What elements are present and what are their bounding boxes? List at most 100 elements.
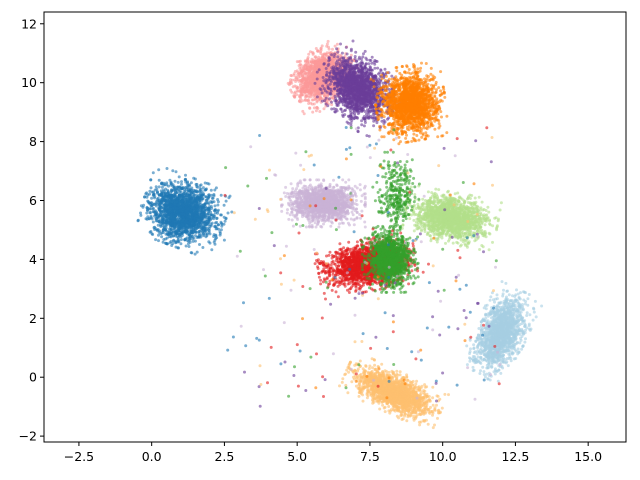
scatter-point xyxy=(345,86,348,89)
scatter-point xyxy=(365,96,368,99)
scatter-point xyxy=(327,59,330,62)
scatter-point xyxy=(377,73,380,76)
scatter-point xyxy=(337,73,340,76)
scatter-point xyxy=(321,100,324,103)
scatter-point xyxy=(412,75,415,78)
scatter-point xyxy=(338,92,341,95)
scatter-point xyxy=(376,80,379,83)
scatter-point xyxy=(382,122,385,125)
scatter-point xyxy=(356,130,359,133)
scatter-point xyxy=(373,63,376,66)
scatter-point xyxy=(422,84,425,87)
scatter-point xyxy=(297,80,300,83)
scatter-point xyxy=(383,115,386,118)
scatter-point xyxy=(406,126,409,129)
scatter-point xyxy=(325,103,328,106)
scatter-point xyxy=(371,56,374,59)
scatter-point xyxy=(405,134,408,137)
scatter-point xyxy=(342,103,345,106)
scatter-point xyxy=(325,81,328,84)
scatter-point xyxy=(314,82,317,85)
scatter-point xyxy=(380,74,383,77)
scatter-point xyxy=(336,103,339,106)
scatter-point xyxy=(331,48,334,51)
scatter-point xyxy=(346,53,349,56)
scatter-point xyxy=(430,78,433,81)
scatter-point xyxy=(295,76,298,79)
scatter-point xyxy=(335,108,338,111)
scatter-point xyxy=(297,90,300,93)
scatter-point xyxy=(330,101,333,104)
scatter-point xyxy=(348,102,351,105)
scatter-point xyxy=(293,95,296,98)
scatter-point xyxy=(312,95,315,98)
scatter-point xyxy=(384,68,387,71)
scatter-point xyxy=(341,52,344,55)
scatter-point xyxy=(299,83,302,86)
scatter-point xyxy=(353,64,356,67)
scatter-point xyxy=(353,107,356,110)
scatter-point xyxy=(428,126,431,129)
scatter-point xyxy=(376,92,379,95)
scatter-point xyxy=(368,88,371,91)
scatter-point xyxy=(383,119,386,122)
scatter-point xyxy=(435,88,438,91)
scatter-point xyxy=(430,88,433,91)
scatter-point xyxy=(307,75,310,78)
scatter-point xyxy=(351,93,354,96)
scatter-point xyxy=(321,85,324,88)
scatter-point xyxy=(305,95,308,98)
scatter-point xyxy=(382,82,385,85)
scatter-point xyxy=(412,63,415,66)
scatter-point xyxy=(335,61,338,64)
scatter-point xyxy=(387,131,390,134)
scatter-point xyxy=(293,85,296,88)
scatter-point xyxy=(339,66,342,69)
scatter-point xyxy=(367,114,370,117)
scatter-point xyxy=(336,85,339,88)
scatter-point xyxy=(299,95,302,98)
scatter-point xyxy=(339,43,342,46)
scatter-point xyxy=(423,77,426,80)
scatter-point xyxy=(378,82,381,85)
scatter-point xyxy=(343,98,346,101)
scatter-point xyxy=(373,116,376,119)
scatter-point xyxy=(412,129,415,132)
scatter-point xyxy=(445,115,448,118)
scatter-point xyxy=(318,68,321,71)
scatter-point xyxy=(441,134,444,137)
scatter-point xyxy=(299,60,302,63)
scatter-point xyxy=(371,102,374,105)
scatter-point xyxy=(367,79,370,82)
scatter-point xyxy=(333,53,336,56)
scatter-point xyxy=(321,68,324,71)
scatter-point xyxy=(310,61,313,64)
scatter-point xyxy=(433,99,436,102)
scatter-point xyxy=(386,118,389,121)
scatter-point xyxy=(445,131,448,134)
scatter-point xyxy=(363,124,366,127)
scatter-point xyxy=(420,127,423,130)
scatter-point xyxy=(323,87,326,90)
scatter-point xyxy=(349,63,352,66)
scatter-point xyxy=(436,135,439,138)
scatter-point xyxy=(380,69,383,72)
scatter-point xyxy=(425,62,428,65)
scatter-point xyxy=(316,100,319,103)
scatter-point xyxy=(351,74,354,77)
scatter-point xyxy=(320,57,323,60)
scatter-point xyxy=(322,76,325,79)
scatter-point xyxy=(384,112,387,115)
scatter-point xyxy=(316,62,319,65)
scatter-point xyxy=(309,73,312,76)
scatter-point xyxy=(382,84,385,87)
scatter-point xyxy=(429,73,432,76)
scatter-point xyxy=(370,62,373,65)
scatter-point xyxy=(345,46,348,49)
scatter-point xyxy=(317,49,320,52)
scatter-point xyxy=(321,91,324,94)
scatter-point xyxy=(404,137,407,140)
scatter-point xyxy=(328,97,331,100)
scatter-point xyxy=(352,97,355,100)
scatter-point xyxy=(331,97,334,100)
